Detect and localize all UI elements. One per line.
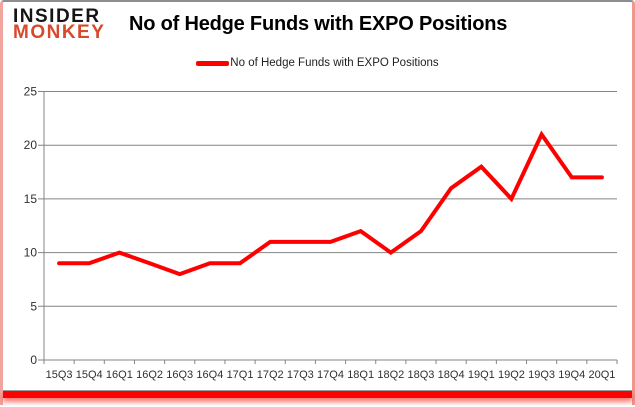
x-tick-label: 16Q4 [196, 369, 223, 381]
legend: No of Hedge Funds with EXPO Positions [3, 57, 632, 69]
x-tick-label: 19Q1 [468, 369, 495, 381]
x-tick-label: 19Q3 [528, 369, 555, 381]
x-tick-label: 15Q4 [76, 369, 103, 381]
x-tick-label: 19Q4 [558, 369, 585, 381]
y-tick-label: 20 [24, 138, 38, 152]
x-tick-label: 16Q1 [106, 369, 133, 381]
insider-monkey-logo: INSIDER MONKEY [13, 6, 106, 43]
x-tick-label: 17Q3 [287, 369, 314, 381]
legend-line-swatch [196, 60, 230, 66]
x-tick-label: 18Q2 [377, 369, 404, 381]
x-tick-label: 18Q3 [408, 369, 435, 381]
x-tick-label: 18Q1 [347, 369, 374, 381]
data-line-series [57, 130, 604, 277]
y-tick-label: 15 [24, 192, 38, 206]
x-tick-label: 19Q2 [498, 369, 525, 381]
x-tick-label: 17Q4 [317, 369, 344, 381]
x-tick-label: 16Q2 [136, 369, 163, 381]
x-tick-label: 16Q3 [166, 369, 193, 381]
y-tick-label: 0 [30, 353, 37, 367]
red-accent-bar [3, 390, 632, 398]
x-tick-label: 18Q4 [438, 369, 465, 381]
y-tick-label: 10 [24, 246, 38, 260]
y-tick-label: 25 [24, 85, 38, 99]
logo-line-monkey: MONKEY [13, 22, 106, 43]
logo-line-insider: INSIDER [13, 6, 101, 27]
x-tick-label: 17Q1 [227, 369, 254, 381]
x-tick-label: 17Q2 [257, 369, 284, 381]
y-tick-label: 5 [30, 299, 37, 313]
x-tick-label: 20Q1 [588, 369, 615, 381]
chart-title: No of Hedge Funds with EXPO Positions [129, 13, 508, 35]
legend-label: No of Hedge Funds with EXPO Positions [230, 57, 439, 69]
x-tick-label: 15Q3 [46, 369, 73, 381]
